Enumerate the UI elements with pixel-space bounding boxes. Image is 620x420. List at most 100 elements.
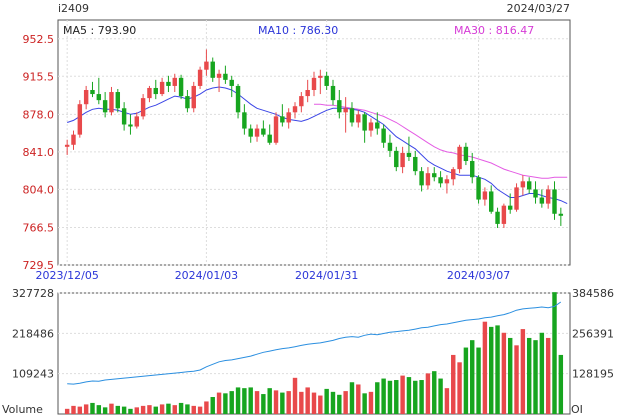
candle-body	[254, 128, 260, 137]
candle-body	[375, 122, 380, 129]
candle-body	[318, 75, 323, 78]
volume-bar	[134, 407, 139, 414]
candle-body	[210, 61, 215, 78]
candle-body	[400, 152, 405, 168]
candle-body	[248, 128, 253, 137]
volume-bar	[140, 405, 146, 414]
ma30-path	[314, 103, 568, 179]
volume-bar	[463, 347, 469, 414]
volume-bar	[470, 340, 475, 414]
volume-bar	[229, 391, 234, 414]
volume-bar	[178, 402, 184, 414]
volume-bar	[387, 380, 393, 414]
date-label: 2024/03/27	[506, 2, 570, 15]
candle-body	[77, 104, 83, 135]
candle-body	[514, 187, 519, 210]
volume-tick-label: 218486	[12, 327, 54, 340]
volume-bar	[83, 404, 89, 414]
candle-body	[482, 191, 488, 200]
volume-bar	[381, 378, 386, 414]
volume-bar	[514, 345, 519, 414]
candle-body	[489, 191, 494, 212]
candle-body	[501, 205, 507, 224]
volume-bar	[185, 404, 190, 414]
volume-bar	[495, 325, 500, 414]
date-tick-label: 2024/01/03	[175, 269, 238, 282]
candle-body	[356, 114, 361, 123]
candle-body	[96, 94, 102, 101]
candle-body	[406, 152, 412, 157]
candle-body	[140, 98, 146, 117]
volume-bar	[438, 378, 443, 414]
candle-body	[558, 213, 564, 216]
volume-bar	[261, 394, 266, 414]
volume-bar	[191, 405, 196, 414]
price-tick-label: 804.0	[23, 183, 55, 196]
candle-body	[539, 197, 545, 204]
candle-body	[147, 87, 152, 99]
candle-body	[381, 128, 386, 143]
candle-body	[337, 100, 342, 113]
volume-bar	[419, 380, 424, 414]
candle-body	[185, 96, 190, 109]
volume-bar	[526, 337, 532, 414]
volume-bar	[349, 382, 355, 414]
candle-body	[273, 116, 279, 143]
volume-bar	[273, 390, 279, 414]
volume-bar	[305, 387, 310, 414]
candle-body	[102, 100, 108, 113]
price-tick-label: 766.5	[23, 221, 55, 234]
candle-body	[159, 81, 165, 95]
volume-bar	[413, 380, 418, 414]
volume-bar	[102, 407, 108, 414]
candle-body	[362, 114, 367, 131]
volume-bar	[71, 405, 76, 414]
volume-bar	[267, 388, 272, 414]
volume-bar	[507, 337, 513, 414]
candle-body	[299, 96, 304, 107]
legend-ma30: MA30 : 816.47	[454, 24, 535, 37]
candle-body	[387, 142, 393, 151]
volume-bar	[128, 408, 133, 414]
oi-axis-label: OI	[571, 403, 583, 416]
candle-body	[451, 169, 456, 180]
candle-body	[166, 81, 171, 86]
candle-body	[229, 79, 234, 86]
volume-bar	[482, 321, 488, 414]
volume-axis-label: Volume	[2, 403, 43, 416]
volume-bar	[489, 326, 494, 414]
candle-body	[109, 92, 114, 113]
candle-body	[476, 177, 481, 200]
volume-bar	[552, 292, 557, 414]
candle-body	[324, 75, 329, 86]
volume-bar	[204, 401, 209, 414]
candle-body	[128, 124, 133, 127]
volume-bar	[476, 347, 481, 414]
volume-bar	[324, 388, 329, 414]
volume-bar	[539, 332, 545, 414]
volume-bar	[299, 391, 304, 414]
candle-body	[267, 134, 272, 143]
candle-body	[470, 161, 475, 178]
open-interest-line	[67, 301, 562, 385]
volume-bar	[375, 382, 380, 414]
volume-bar	[286, 391, 291, 414]
candle-body	[261, 128, 266, 135]
volume-bar	[280, 392, 285, 414]
candle-body	[413, 156, 418, 172]
volume-bar	[153, 406, 158, 414]
price-tick-label: 915.5	[23, 70, 55, 83]
volume-bar	[425, 373, 431, 414]
candle-body	[432, 173, 437, 178]
volume-bar	[406, 377, 412, 414]
volume-bar	[64, 408, 70, 414]
volume-bar	[330, 391, 336, 414]
candle-body	[153, 87, 158, 95]
candle-body	[172, 77, 177, 86]
candle-body	[533, 189, 538, 198]
volume-bar	[318, 395, 323, 414]
candle-body	[394, 150, 399, 168]
volume-bar	[121, 406, 127, 414]
volume-bar	[558, 354, 564, 414]
